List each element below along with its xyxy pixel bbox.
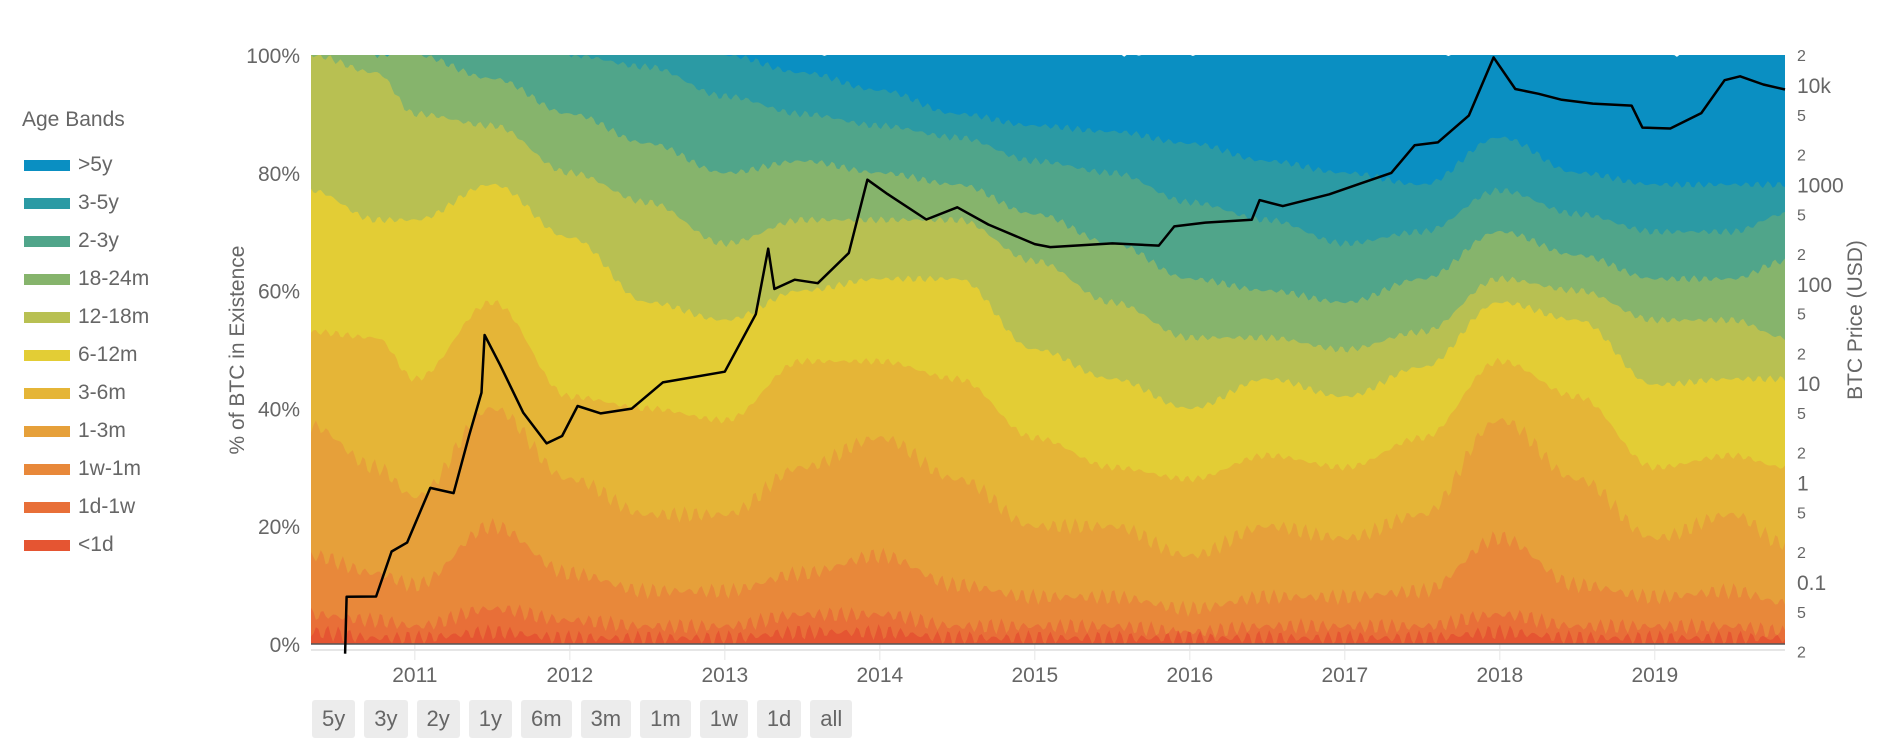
x-axis: 2011 2012 2013 2014 2015 2016 2017 2018 2019: [392, 664, 1678, 687]
y2-tick-label: 100: [1797, 274, 1832, 297]
legend-item[interactable]: 1d-1w: [24, 488, 149, 526]
area-band-<1d: [311, 624, 1785, 644]
area-band-1-3m: [311, 407, 1785, 644]
stacked-areas: [311, 55, 1785, 645]
legend-swatch: [24, 311, 70, 323]
y-tick-label: 100%: [246, 45, 300, 68]
x-tick-label: 2016: [1166, 664, 1213, 687]
legend-swatch: [24, 387, 70, 399]
legend-swatch: [24, 349, 70, 361]
legend-label: >5y: [78, 153, 113, 176]
legend-swatch: [24, 463, 70, 475]
y2-minor-tick-label: 2: [1797, 644, 1806, 661]
y2-axis-label: BTC Price (USD): [1844, 240, 1867, 400]
legend-item[interactable]: >5y: [24, 146, 149, 184]
legend-title: Age Bands: [22, 108, 125, 131]
y-tick-label: 40%: [258, 398, 300, 421]
y2-tick-label: 0.1: [1797, 572, 1826, 595]
y2-minor-tick-label: 5: [1797, 207, 1806, 224]
y-tick-label: 20%: [258, 516, 300, 539]
legend-label: 2-3y: [78, 229, 119, 252]
y2-minor-tick-label: 2: [1797, 48, 1806, 65]
range-button-1y[interactable]: 1y: [468, 700, 512, 738]
y2-minor-tick-label: 5: [1797, 108, 1806, 125]
legend-swatch: [24, 197, 70, 209]
legend-item[interactable]: <1d: [24, 526, 149, 564]
price-line: [343, 56, 1786, 654]
legend-swatch: [24, 501, 70, 513]
range-button-5y[interactable]: 5y: [312, 700, 356, 738]
x-tick-label: 2013: [701, 664, 748, 687]
y2-tick-label: 10k: [1797, 75, 1831, 98]
legend-item[interactable]: 1w-1m: [24, 450, 149, 488]
legend-item[interactable]: 6-12m: [24, 336, 149, 374]
y-axis-left: 0% 20% 40% 60% 80% 100%: [246, 45, 300, 657]
legend-label: 1d-1w: [78, 495, 136, 518]
y-tick-label: 0%: [270, 634, 300, 657]
area-band-1d-1w: [311, 604, 1785, 644]
y-tick-label: 80%: [258, 163, 300, 186]
y2-minor-tick-label: 5: [1797, 406, 1806, 423]
y2-minor-tick-label: 2: [1797, 346, 1806, 363]
legend-item[interactable]: 12-18m: [24, 298, 149, 336]
y2-tick-label: 1: [1797, 473, 1809, 496]
y-axis-label: % of BTC in Existence: [226, 246, 249, 455]
legend-label: 12-18m: [78, 305, 150, 328]
x-tick-label: 2017: [1321, 664, 1368, 687]
range-button-1m[interactable]: 1m: [640, 700, 691, 738]
x-tick-label: 2012: [546, 664, 593, 687]
y2-tick-label: 10: [1797, 373, 1820, 396]
range-button-3y[interactable]: 3y: [364, 700, 408, 738]
legend: >5y 3-5y 2-3y 18-24m 12-18m 6-12m 3-6m 1-3m 1w-1…: [24, 146, 149, 564]
legend-item[interactable]: 3-5y: [24, 184, 149, 222]
legend-item[interactable]: 3-6m: [24, 374, 149, 412]
y2-minor-tick-label: 5: [1797, 506, 1806, 523]
y2-minor-tick-label: 2: [1797, 247, 1806, 264]
x-tick-label: 2018: [1476, 664, 1523, 687]
x-tick-label: 2019: [1631, 664, 1678, 687]
range-button-all[interactable]: all: [810, 700, 853, 738]
legend-swatch: [24, 273, 70, 285]
area-band-1w-1m: [311, 518, 1785, 644]
y2-minor-tick-label: 5: [1797, 307, 1806, 324]
range-button-2y[interactable]: 2y: [416, 700, 460, 738]
legend-swatch: [24, 159, 70, 171]
legend-label: 18-24m: [78, 267, 150, 290]
y2-minor-tick-label: 2: [1797, 147, 1806, 164]
legend-label: 3-5y: [78, 191, 119, 214]
y-axis-right: 0.1 1 10 100 1000 10k 2 5 2 5 2 5 2 5 2 5 2 5 2: [1797, 48, 1844, 661]
x-tick-label: 2015: [1011, 664, 1058, 687]
legend-label: 1w-1m: [78, 457, 142, 480]
y2-minor-tick-label: 2: [1797, 446, 1806, 463]
y2-minor-tick-label: 2: [1797, 545, 1806, 562]
range-button-3m[interactable]: 3m: [580, 700, 632, 738]
legend-item[interactable]: 18-24m: [24, 260, 149, 298]
legend-label: 1-3m: [78, 419, 126, 442]
range-button-1d[interactable]: 1d: [756, 700, 802, 738]
range-button-1w[interactable]: 1w: [699, 700, 748, 738]
y-tick-label: 60%: [258, 281, 300, 304]
legend-label: 6-12m: [78, 343, 138, 366]
price-line-layer: [343, 56, 1786, 654]
y2-minor-tick-label: 5: [1797, 605, 1806, 622]
range-button-6m[interactable]: 6m: [521, 700, 572, 738]
y2-tick-label: 1000: [1797, 174, 1844, 197]
legend-swatch: [24, 425, 70, 437]
range-selector: 5y 3y 2y 1y 6m 3m 1m 1w 1d all: [312, 700, 853, 738]
x-tick-label: 2011: [392, 664, 437, 687]
legend-item[interactable]: 2-3y: [24, 222, 149, 260]
legend-swatch: [24, 539, 70, 551]
legend-swatch: [24, 235, 70, 247]
legend-item[interactable]: 1-3m: [24, 412, 149, 450]
x-tick-label: 2014: [856, 664, 903, 687]
legend-label: 3-6m: [78, 381, 126, 404]
legend-label: <1d: [78, 533, 114, 556]
